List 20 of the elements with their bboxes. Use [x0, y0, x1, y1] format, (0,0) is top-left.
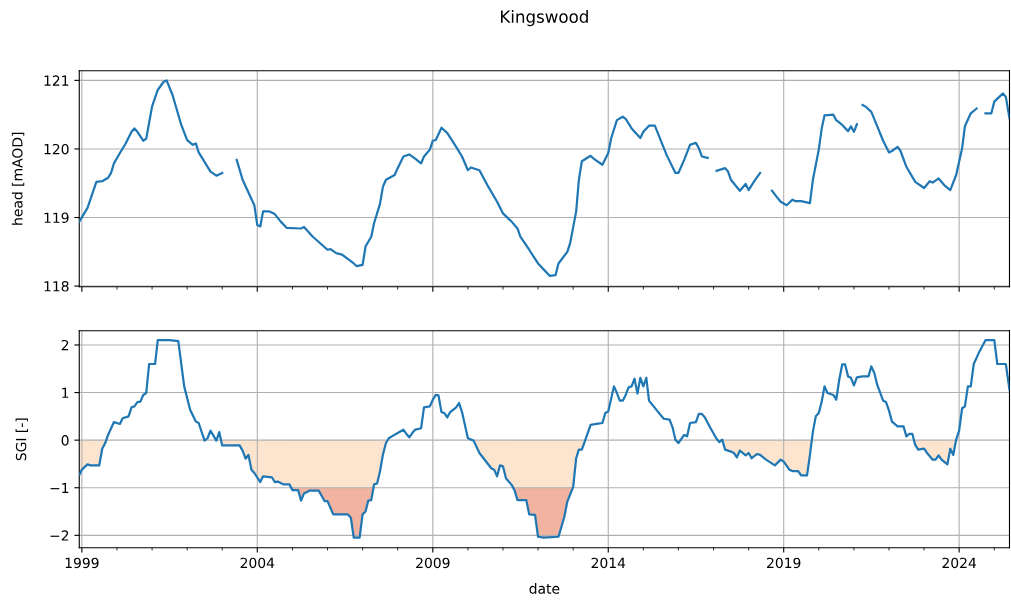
- y-tick-label: 0: [61, 435, 69, 446]
- x-tick-label: 2004: [240, 557, 275, 569]
- y-axis-title: head [mAOD]: [11, 132, 25, 225]
- y-tick-label: 119: [44, 212, 69, 223]
- x-tick-label: 2019: [767, 557, 801, 569]
- x-tick-label: 2009: [416, 557, 450, 569]
- y-tick-label: 1: [62, 387, 69, 398]
- x-tick-label: 2024: [942, 557, 977, 569]
- y-tick-label: 120: [44, 143, 69, 155]
- y-tick-label: 2: [61, 339, 69, 351]
- y-axis-title: SGI [-]: [15, 418, 28, 461]
- y-tick-label: 121: [44, 75, 69, 86]
- line-series: [79, 339, 1010, 539]
- y-tick-label: −2: [50, 530, 69, 541]
- x-tick-label: 2014: [591, 557, 626, 569]
- y-tick-label: 118: [44, 281, 69, 292]
- y-tick-label: −1: [50, 482, 69, 494]
- x-tick-label: 1999: [65, 557, 99, 569]
- x-axis-title: date: [529, 583, 560, 594]
- chart-title: Kingswood: [501, 10, 588, 27]
